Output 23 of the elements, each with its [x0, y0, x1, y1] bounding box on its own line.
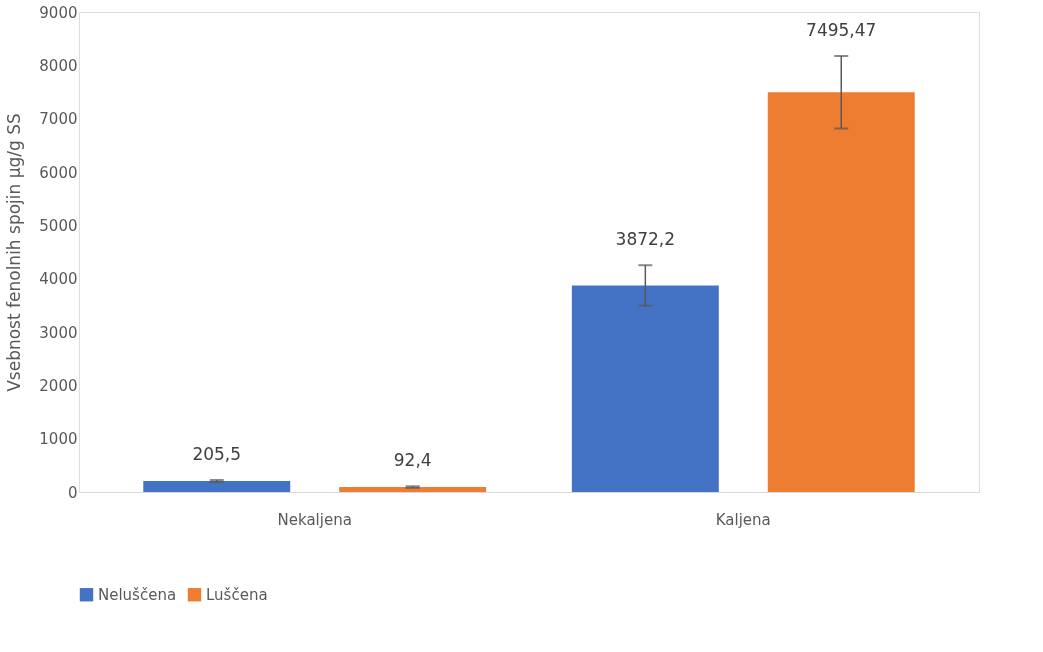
data-label: 7495,47	[806, 19, 877, 40]
bar	[339, 487, 487, 492]
y-axis-title: Vsebnost fenolnih spojin µg/g SS	[4, 113, 25, 392]
data-label: 205,5	[192, 443, 242, 464]
y-tick-label: 1000	[39, 430, 78, 449]
y-tick-label: 3000	[39, 323, 78, 342]
y-tick-label: 6000	[39, 163, 78, 182]
legend-label: Neluščena	[98, 585, 177, 604]
y-tick-label: 5000	[39, 216, 78, 235]
y-tick-label: 7000	[39, 110, 78, 129]
y-tick-label: 0	[67, 483, 78, 502]
y-tick-label: 9000	[39, 3, 78, 22]
y-tick-label: 8000	[39, 56, 78, 75]
y-tick-label: 2000	[39, 376, 78, 395]
x-tick-label: Nekaljena	[277, 510, 352, 529]
legend-label: Luščena	[206, 585, 268, 604]
data-label: 3872,2	[615, 229, 676, 250]
data-label: 92,4	[393, 450, 432, 471]
y-tick-label: 4000	[39, 270, 78, 289]
bar	[571, 285, 719, 492]
bar	[143, 481, 291, 492]
bar	[767, 92, 915, 492]
x-tick-label: Kaljena	[715, 510, 771, 529]
